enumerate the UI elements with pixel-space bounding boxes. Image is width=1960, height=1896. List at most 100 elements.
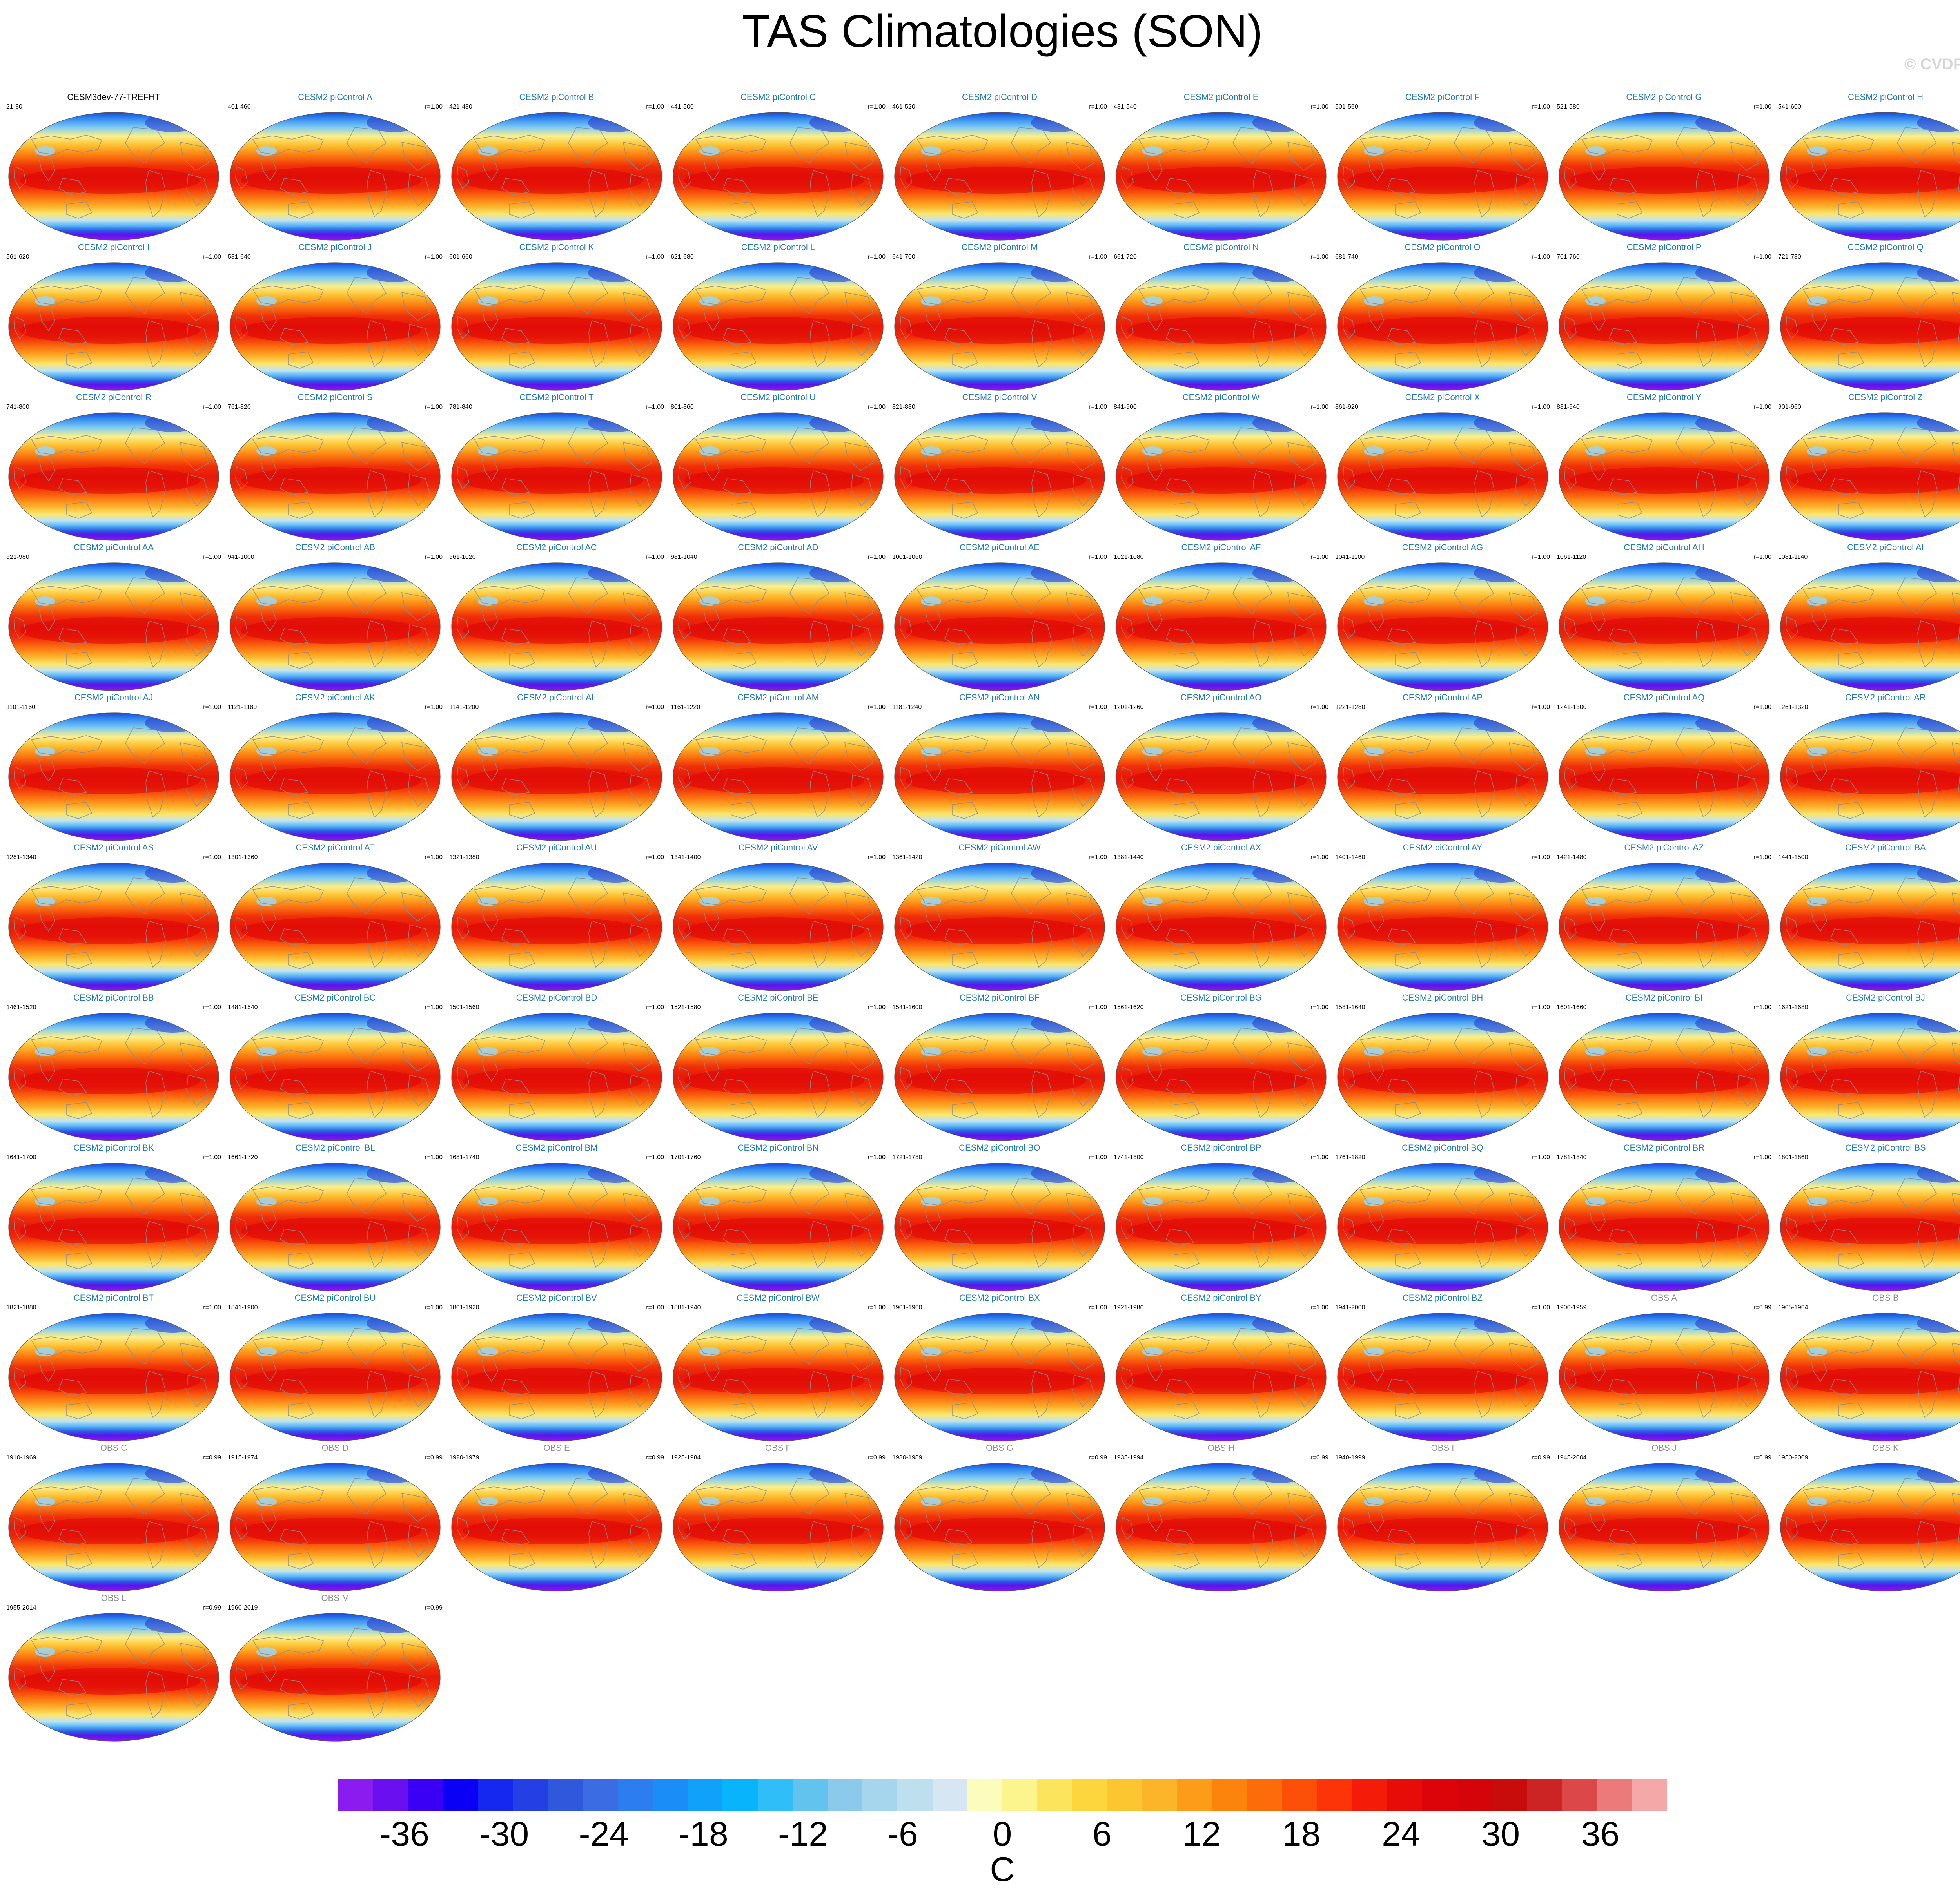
panel-pattern-correlation: r=1.00 — [425, 404, 443, 410]
coastline — [1786, 1216, 1798, 1240]
map-panel: OBS F 1925-1984 r=0.99 — [668, 1443, 888, 1594]
coastline — [678, 1517, 691, 1540]
map-border — [451, 412, 662, 541]
coastline — [1786, 916, 1798, 940]
coastline — [810, 1521, 830, 1568]
warm-pool-core — [1570, 767, 1750, 794]
coastline — [1515, 924, 1538, 957]
coastline — [408, 1224, 430, 1257]
panel-pattern-correlation: r=1.00 — [646, 1004, 664, 1011]
coastline — [279, 1529, 309, 1546]
map-panel: CESM2 piControl BU 1841-1900 r=1.00 — [225, 1293, 445, 1444]
coastline — [944, 778, 973, 796]
colorbar-box — [1107, 1779, 1143, 1811]
coastline — [952, 201, 978, 219]
warm-pool-core — [20, 1068, 200, 1094]
coastline — [1294, 174, 1316, 207]
coastline — [1145, 155, 1163, 181]
tibet-cool-spot — [1142, 1347, 1163, 1356]
coastline — [1508, 592, 1538, 622]
colorbar-box — [443, 1779, 478, 1811]
panel-title: CESM2 piControl M — [961, 242, 1038, 252]
panel-period: 1441-1500 — [1778, 854, 1808, 861]
coastline — [1454, 1028, 1494, 1065]
coastline — [408, 474, 430, 507]
warm-pool-core — [1791, 617, 1960, 644]
tibet-cool-spot — [35, 146, 55, 156]
coastline — [1830, 1529, 1859, 1546]
map-panel: CESM2 piControl Y 881-940 r=1.00 — [1554, 392, 1774, 543]
coastline — [1359, 1486, 1432, 1506]
coastline — [235, 316, 248, 339]
panel-title: CESM2 piControl Z — [1848, 392, 1923, 402]
temperature-map — [230, 1313, 441, 1441]
warm-pool-core — [463, 1218, 643, 1244]
map-border — [1337, 1313, 1548, 1441]
coastline — [678, 1066, 691, 1090]
coastline — [695, 735, 767, 756]
temperature-map — [673, 562, 884, 691]
coastline — [125, 577, 165, 614]
coastline — [259, 1506, 277, 1532]
panel-pattern-correlation: r=1.00 — [203, 554, 221, 560]
coastline — [702, 1055, 720, 1082]
coastline — [1809, 1356, 1827, 1382]
coastline — [1564, 916, 1577, 940]
coastline — [367, 920, 387, 968]
panel-title: CESM2 piControl AG — [1402, 542, 1483, 552]
coastline — [1121, 1517, 1134, 1540]
colorbar-box — [652, 1779, 688, 1811]
coastline — [1809, 755, 1827, 782]
tibet-cool-spot — [1142, 897, 1163, 906]
coastline — [408, 624, 430, 657]
coastline — [1581, 1486, 1653, 1506]
coastline — [31, 885, 103, 906]
panel-period: 481-540 — [1114, 103, 1137, 110]
colorbar-box — [1562, 1779, 1597, 1811]
coastline — [259, 755, 277, 782]
panel-title: CESM2 piControl BY — [1181, 1293, 1261, 1303]
map-panel: OBS C 1910-1969 r=0.99 — [4, 1443, 223, 1594]
panel-pattern-correlation: r=1.00 — [646, 854, 664, 861]
warm-pool-core — [1127, 1068, 1307, 1094]
tibet-cool-spot — [1142, 1047, 1163, 1056]
colorbar-box — [688, 1779, 723, 1811]
map-border — [673, 412, 884, 541]
coastline — [722, 628, 751, 645]
tibet-cool-spot — [921, 296, 941, 306]
panel-title: OBS A — [1651, 1293, 1677, 1303]
coastline — [924, 1205, 941, 1232]
coastline — [1287, 1192, 1316, 1222]
coastline — [1951, 1492, 1960, 1522]
coastline — [14, 1517, 26, 1540]
panel-title: CESM2 piControl BL — [295, 1143, 375, 1153]
coastline — [1588, 1506, 1606, 1532]
panel-title: CESM2 piControl H — [1848, 92, 1923, 102]
colorbar-box — [1597, 1779, 1632, 1811]
panel-period: 661-720 — [1114, 254, 1137, 260]
coastline — [702, 155, 720, 181]
map-border — [1780, 562, 1960, 691]
tibet-cool-spot — [478, 897, 498, 906]
coastline — [952, 652, 978, 669]
panel-title: CESM2 piControl L — [741, 242, 815, 252]
coastline — [695, 285, 767, 305]
warm-pool-core — [463, 1518, 643, 1544]
panel-period: 921-980 — [6, 554, 29, 560]
panel-pattern-correlation: r=1.00 — [1532, 1304, 1550, 1311]
coastline — [1165, 1529, 1194, 1546]
coastline — [457, 616, 469, 640]
map-panel: CESM2 piControl I 561-620 r=1.00 — [4, 242, 223, 393]
coastline — [1581, 1336, 1653, 1356]
coastline — [474, 885, 546, 906]
temperature-map — [8, 712, 219, 841]
coastline — [145, 1220, 166, 1268]
coastline — [457, 166, 469, 189]
temperature-map — [673, 262, 884, 391]
coastline — [509, 502, 535, 519]
coastline — [145, 1521, 166, 1568]
map-border — [1116, 712, 1327, 841]
warm-pool-core — [1348, 317, 1529, 344]
